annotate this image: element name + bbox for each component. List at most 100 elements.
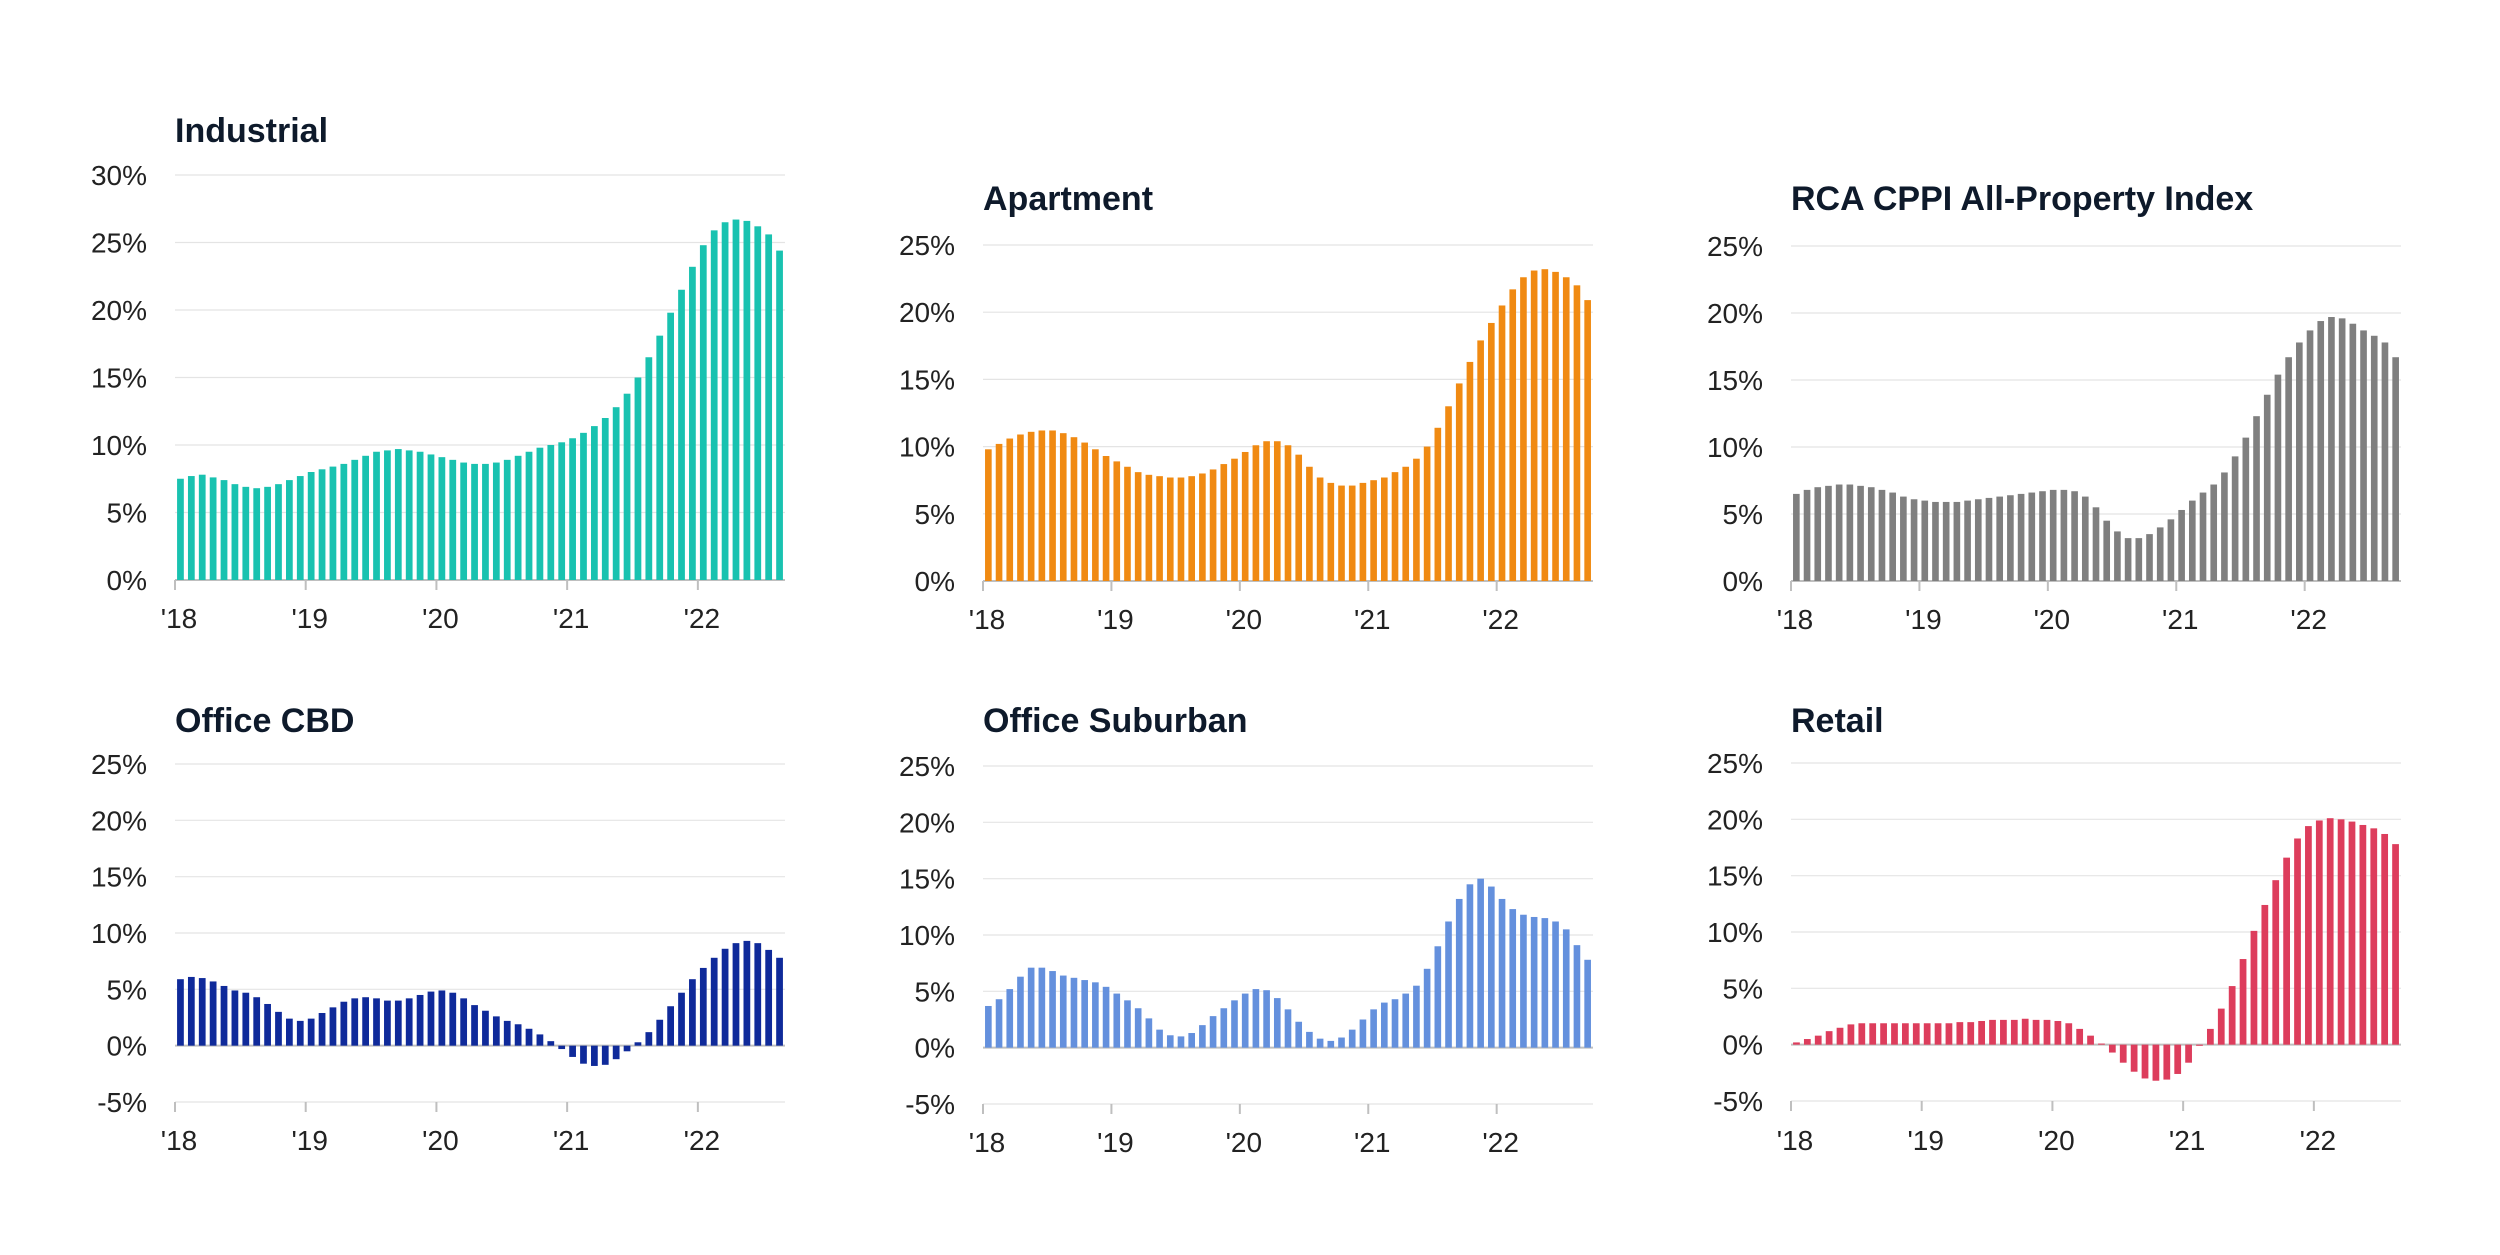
x-tick-label: '18 bbox=[1777, 604, 1814, 635]
bar bbox=[296, 476, 304, 580]
bar bbox=[1455, 383, 1463, 581]
bar bbox=[721, 222, 729, 580]
y-tick-label: 0% bbox=[1723, 566, 1763, 597]
bar bbox=[275, 1011, 282, 1046]
bar bbox=[1231, 458, 1238, 581]
bar bbox=[1113, 993, 1121, 1048]
bar bbox=[340, 1001, 348, 1046]
bar bbox=[2285, 357, 2292, 581]
x-tick-label: '18 bbox=[161, 603, 198, 634]
bar bbox=[2098, 1043, 2105, 1045]
x-tick-label: '21 bbox=[553, 603, 590, 634]
bar bbox=[689, 979, 696, 1046]
bar bbox=[1059, 433, 1067, 581]
bar bbox=[2049, 489, 2057, 581]
bar bbox=[1541, 269, 1549, 581]
bar bbox=[2206, 1028, 2214, 1045]
bar bbox=[2163, 1044, 2171, 1080]
bar bbox=[634, 377, 642, 580]
bar bbox=[1803, 1039, 1811, 1045]
bar bbox=[1846, 484, 1854, 581]
bar bbox=[187, 476, 195, 580]
x-tick-label: '20 bbox=[2038, 1125, 2075, 1156]
y-tick-label: 0% bbox=[107, 565, 147, 596]
bar bbox=[1038, 430, 1046, 581]
chart-panel-1: Apartment 0% 5% 10% 15% 20% 25% '18 '19 '20 '21 '22 bbox=[899, 180, 1593, 635]
bar bbox=[177, 979, 184, 1046]
bar bbox=[1423, 968, 1431, 1048]
bar bbox=[318, 469, 326, 580]
chart-title: Office CBD bbox=[175, 702, 354, 740]
bar bbox=[1989, 1019, 1996, 1045]
bar bbox=[645, 357, 653, 580]
bar bbox=[1081, 442, 1088, 581]
bar bbox=[985, 449, 992, 581]
bar bbox=[2119, 1044, 2127, 1063]
y-tick-label: 5% bbox=[107, 498, 147, 529]
bar bbox=[2274, 374, 2282, 581]
bar bbox=[1857, 485, 1864, 581]
bar bbox=[1477, 878, 1484, 1048]
bar bbox=[2087, 1035, 2094, 1045]
bar bbox=[209, 477, 217, 580]
bar bbox=[253, 488, 261, 580]
y-tick-label: 0% bbox=[915, 566, 955, 597]
bar bbox=[995, 999, 1003, 1048]
bar bbox=[2328, 317, 2335, 581]
bar bbox=[492, 462, 500, 580]
bar bbox=[1252, 445, 1260, 581]
bar bbox=[721, 948, 729, 1046]
bar bbox=[776, 957, 783, 1046]
x-tick-label: '22 bbox=[2300, 1125, 2337, 1156]
chart-panel-2: RCA CPPI All-Property Index 0% 5% 10% 15% 20%… bbox=[1707, 180, 2401, 635]
bar bbox=[1027, 967, 1035, 1048]
y-tick-label: 20% bbox=[899, 807, 955, 838]
bar bbox=[187, 976, 195, 1046]
y-tick-label: 20% bbox=[1707, 298, 1763, 329]
bar bbox=[2261, 904, 2269, 1045]
x-tick-label: '21 bbox=[1354, 604, 1391, 635]
bar bbox=[1562, 277, 1570, 581]
bar bbox=[384, 450, 391, 580]
x-tick-label: '21 bbox=[1354, 1127, 1391, 1158]
bar bbox=[2071, 491, 2078, 581]
bar bbox=[678, 992, 685, 1046]
bar bbox=[1220, 1008, 1228, 1048]
y-tick-label: 0% bbox=[915, 1033, 955, 1064]
bar bbox=[1166, 477, 1174, 581]
bar bbox=[438, 457, 446, 580]
bar bbox=[220, 480, 228, 580]
bar bbox=[1316, 1038, 1324, 1048]
bar bbox=[1402, 993, 1410, 1048]
y-tick-label: -5% bbox=[905, 1089, 955, 1120]
bar bbox=[1466, 884, 1474, 1048]
bar bbox=[1017, 434, 1024, 581]
bar bbox=[1038, 967, 1046, 1048]
bar bbox=[1835, 484, 1843, 581]
bar bbox=[689, 266, 696, 580]
y-tick-label: 10% bbox=[91, 430, 147, 461]
chart-title: Apartment bbox=[983, 180, 1153, 218]
bar bbox=[667, 312, 675, 580]
bar bbox=[2250, 930, 2258, 1045]
bar bbox=[590, 1045, 598, 1066]
bar bbox=[264, 486, 271, 580]
y-tick-label: 0% bbox=[107, 1031, 147, 1062]
bar bbox=[503, 1020, 511, 1046]
bar bbox=[1413, 458, 1420, 581]
x-tick-label: '22 bbox=[684, 1125, 721, 1156]
bar bbox=[416, 994, 424, 1046]
bar bbox=[1273, 998, 1281, 1048]
bar bbox=[1825, 1031, 1833, 1045]
x-tick-label: '22 bbox=[684, 603, 721, 634]
bar bbox=[2239, 959, 2247, 1045]
bar bbox=[1477, 340, 1484, 581]
bar bbox=[427, 991, 435, 1046]
bar bbox=[2296, 342, 2303, 581]
bar bbox=[1891, 1023, 1898, 1045]
bar bbox=[623, 393, 631, 580]
x-tick-label: '22 bbox=[1482, 1127, 1519, 1158]
x-tick-label: '20 bbox=[1226, 1127, 1263, 1158]
x-tick-label: '22 bbox=[1482, 604, 1519, 635]
bar bbox=[525, 451, 533, 580]
